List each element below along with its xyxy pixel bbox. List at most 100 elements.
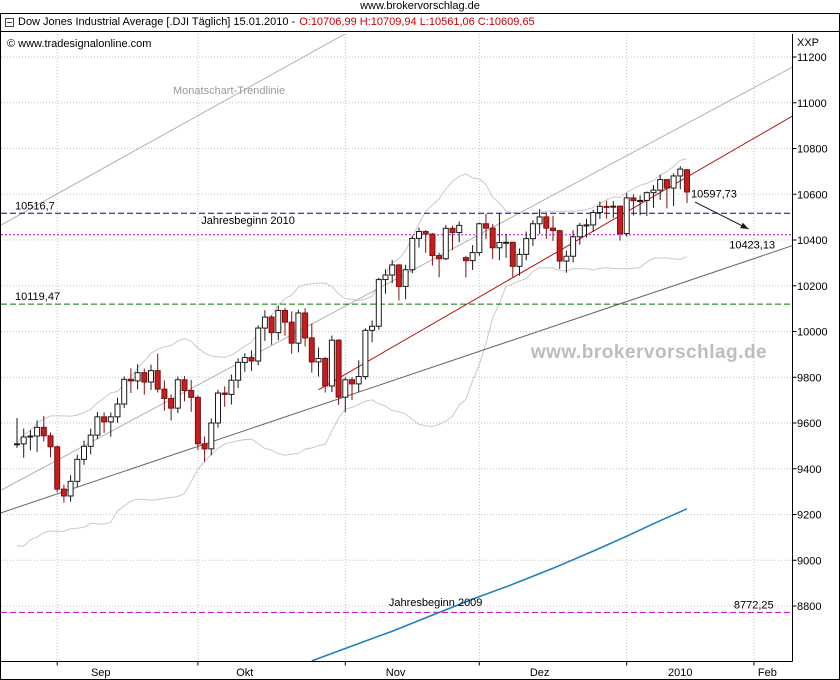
candlestick	[523, 238, 530, 255]
jahresbeginn-2010-label: Jahresbeginn 2010	[201, 215, 295, 227]
chart-window: Dow Jones Industrial Average [.DJI Tägli…	[0, 13, 840, 680]
pullback-arrow	[694, 201, 749, 230]
long-term-trendline	[1, 245, 792, 514]
candlestick	[174, 379, 181, 409]
candlestick	[208, 422, 215, 450]
candlestick	[188, 390, 195, 398]
candlestick	[40, 426, 47, 437]
axis-layer: 11200 11000 10800 10600 10400 10200 10000 9800 9…	[1, 34, 828, 679]
monatschart-trendlinie-label: Monatschart-Trendlinie	[173, 85, 285, 97]
y-axis-label: 9200	[797, 510, 821, 522]
candlestick	[422, 231, 429, 235]
candlestick	[141, 372, 148, 383]
candlestick	[650, 189, 657, 194]
candlestick	[382, 274, 389, 281]
candlestick	[617, 205, 623, 235]
candlestick	[148, 370, 154, 383]
resistance-level-label: 10516,7	[15, 200, 55, 212]
plot-layer	[1, 34, 792, 662]
candlestick	[442, 227, 449, 260]
candlestick	[295, 312, 302, 344]
candlestick	[328, 339, 335, 387]
candlestick	[215, 392, 221, 424]
candlestick	[302, 312, 309, 339]
candlestick	[657, 179, 664, 191]
candlestick	[94, 416, 101, 436]
y-axis-label: 10000	[797, 327, 828, 339]
candlestick	[637, 199, 644, 202]
candlestick	[101, 416, 108, 423]
candlestick	[241, 357, 248, 363]
candlestick	[389, 264, 396, 276]
x-axis-label: 2010	[668, 667, 692, 679]
copyright: © www.tradesignalonline.com	[7, 38, 151, 50]
candlestick	[349, 379, 355, 385]
axis-symbol-label: XXP	[797, 37, 819, 49]
candlestick	[395, 264, 402, 287]
candlestick	[355, 376, 362, 385]
candlestick	[54, 446, 61, 490]
candlestick	[630, 197, 637, 202]
candlestick	[60, 488, 67, 497]
chart-ohlc-values: O:10706,99 H:10709,94 L:10561,06 C:10609…	[299, 16, 535, 28]
chart-title: Dow Jones Industrial Average [.DJI Tägli…	[18, 16, 296, 28]
candlestick	[194, 396, 201, 445]
page-title-url: www.brokervorschlag.de	[0, 0, 840, 13]
candlestick	[228, 379, 235, 395]
y-axis-label: 9400	[797, 464, 821, 476]
candlestick	[248, 357, 255, 362]
y-axis-label: 9600	[797, 418, 821, 430]
candlestick	[429, 233, 436, 257]
candlestick	[476, 223, 483, 254]
candlestick	[27, 435, 34, 438]
candlestick	[536, 216, 543, 225]
candlestick	[369, 325, 376, 331]
y-axis-label: 11000	[797, 98, 827, 110]
candlestick	[684, 169, 690, 193]
candlestick	[362, 329, 369, 378]
y-axis-label: 10800	[797, 144, 828, 156]
candlestick	[221, 392, 228, 395]
candlestick	[509, 241, 516, 267]
candlestick	[282, 309, 288, 323]
candlestick	[436, 255, 443, 260]
candlestick	[268, 316, 275, 334]
y-axis-label: 10600	[797, 189, 828, 201]
candlestick	[449, 227, 456, 233]
y-axis-label: 8800	[797, 601, 821, 613]
candlestick	[322, 357, 329, 387]
candlestick	[342, 379, 349, 398]
chart-window-icon[interactable]	[5, 18, 14, 27]
candlestick	[255, 327, 262, 362]
y-axis-label: 9000	[797, 555, 821, 567]
candlestick	[261, 316, 268, 329]
candlestick	[67, 480, 74, 497]
price-chart[interactable]: www.brokervorschlag.de 11200 11000 10800 10…	[1, 32, 839, 679]
x-axis-label: Dez	[530, 667, 550, 679]
y-axis-label: 11200	[797, 52, 827, 64]
candlestick	[596, 205, 603, 214]
candlestick	[556, 230, 563, 262]
candlestick	[489, 227, 496, 249]
pullback-arrowhead	[740, 222, 749, 230]
chart-title-bar: Dow Jones Industrial Average [.DJI Tägli…	[1, 14, 839, 32]
candlestick	[81, 445, 87, 460]
candlestick	[375, 279, 382, 327]
jahresbeginn-2010-level-label: 10423,13	[729, 240, 775, 252]
candlestick	[663, 179, 670, 189]
uptrend-line	[318, 115, 792, 391]
candlestick	[603, 205, 610, 208]
candlestick	[74, 458, 81, 482]
candlestick	[288, 321, 295, 344]
candlestick	[114, 403, 121, 418]
label-layer: 10516,7 10423,13 10119,47 8772,25 Jahresbegi…	[15, 189, 775, 612]
candlestick	[610, 205, 617, 208]
monatschart-trendlinie	[1, 34, 346, 226]
candlestick	[107, 416, 114, 423]
candlestick	[34, 426, 41, 437]
candlestick	[516, 253, 523, 267]
x-axis-label: Feb	[758, 667, 777, 679]
x-axis-label: Okt	[236, 667, 253, 679]
candlestick	[643, 192, 650, 201]
